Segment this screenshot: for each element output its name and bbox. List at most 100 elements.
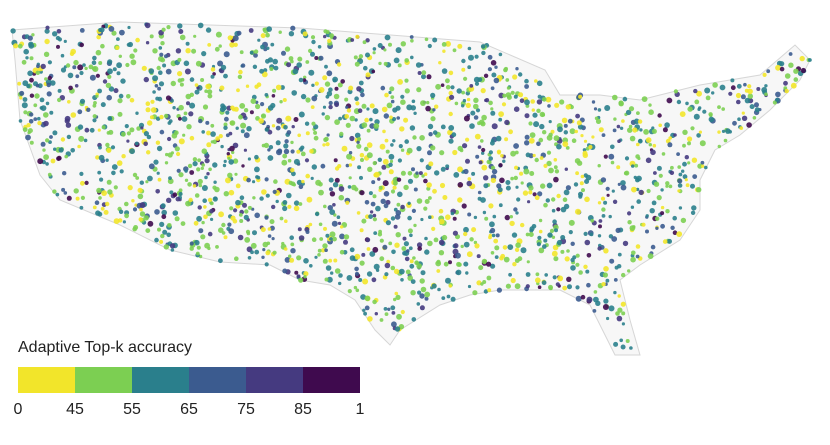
location-dot <box>605 278 610 283</box>
location-dot <box>562 141 569 148</box>
location-dot <box>17 43 23 49</box>
location-dot <box>45 138 50 143</box>
location-dot <box>366 271 373 277</box>
location-dot <box>469 123 475 129</box>
location-dot <box>137 187 143 193</box>
location-dot <box>95 49 102 56</box>
location-dot <box>611 189 615 193</box>
location-dot <box>510 90 515 95</box>
location-dot <box>627 269 631 273</box>
location-dot <box>469 84 474 88</box>
location-dot <box>548 167 554 174</box>
location-dot <box>393 57 400 64</box>
legend-tick-label: 55 <box>123 401 141 418</box>
location-dot <box>687 141 691 146</box>
location-dot <box>475 154 480 159</box>
location-dot <box>536 80 543 87</box>
location-dot <box>155 189 160 194</box>
location-dot <box>650 244 656 250</box>
location-dot <box>730 78 735 83</box>
location-dot <box>531 224 537 229</box>
location-dot <box>174 146 180 152</box>
location-dot <box>365 38 370 43</box>
location-dot <box>228 159 234 165</box>
location-dot <box>532 112 538 118</box>
location-dot <box>285 115 292 122</box>
location-dot <box>284 46 291 52</box>
location-dot <box>319 237 324 241</box>
location-dot <box>741 111 745 115</box>
location-dot <box>181 116 188 122</box>
location-dot <box>183 60 190 67</box>
location-dot <box>438 208 444 214</box>
location-dot <box>139 180 144 185</box>
location-dot <box>89 127 95 133</box>
location-dot <box>156 145 163 152</box>
location-dot <box>139 202 146 209</box>
location-dot <box>271 237 275 241</box>
location-dot <box>552 275 557 280</box>
location-dot <box>345 122 351 128</box>
location-dot <box>448 111 453 117</box>
location-dot <box>178 138 185 145</box>
location-dot <box>23 110 28 115</box>
location-dot <box>325 265 332 271</box>
location-dot <box>372 217 377 222</box>
location-dot <box>779 66 785 72</box>
location-dot <box>327 205 333 211</box>
location-dot <box>212 139 218 145</box>
location-dot <box>584 196 590 203</box>
location-dot <box>547 232 553 238</box>
location-dot <box>612 128 617 133</box>
location-dot <box>416 302 421 306</box>
location-dot <box>385 220 391 226</box>
location-dot <box>244 209 249 214</box>
location-dot <box>546 134 553 141</box>
location-dot <box>322 105 327 109</box>
location-dot <box>591 100 596 104</box>
location-dot <box>678 206 683 210</box>
location-dot <box>606 193 610 197</box>
location-dot <box>586 253 592 258</box>
location-dot <box>463 231 468 237</box>
location-dot <box>354 96 359 101</box>
location-dot <box>568 219 575 226</box>
location-dot <box>66 195 72 201</box>
location-dot <box>697 163 703 169</box>
location-dot <box>621 311 626 316</box>
location-dot <box>393 224 398 229</box>
location-dot <box>398 268 405 275</box>
location-dot <box>197 158 202 163</box>
location-dot <box>317 248 322 253</box>
location-dot <box>246 177 251 183</box>
location-dot <box>544 273 548 277</box>
location-dot <box>487 54 493 60</box>
location-dot <box>473 115 479 120</box>
location-dot <box>793 68 799 74</box>
location-dot <box>556 193 561 199</box>
location-dot <box>63 39 67 44</box>
location-dot <box>416 87 422 93</box>
location-dot <box>29 140 34 145</box>
location-dot <box>300 145 305 150</box>
location-dot <box>47 75 52 81</box>
location-dot <box>258 118 265 124</box>
location-dot <box>272 88 277 93</box>
location-dot <box>490 138 495 143</box>
location-dot <box>371 69 376 74</box>
location-dot <box>563 189 570 196</box>
location-dot <box>275 140 281 146</box>
location-dot <box>469 237 474 242</box>
location-dot <box>115 45 120 50</box>
location-dot <box>719 84 726 91</box>
location-dot <box>83 138 88 143</box>
location-dot <box>427 150 432 156</box>
location-dot <box>428 161 434 167</box>
location-dot <box>282 205 288 212</box>
location-dot <box>488 150 493 155</box>
location-dot <box>702 109 707 114</box>
location-dot <box>249 50 254 55</box>
location-dot <box>157 96 163 102</box>
location-dot <box>160 57 166 63</box>
location-dot <box>424 199 430 204</box>
